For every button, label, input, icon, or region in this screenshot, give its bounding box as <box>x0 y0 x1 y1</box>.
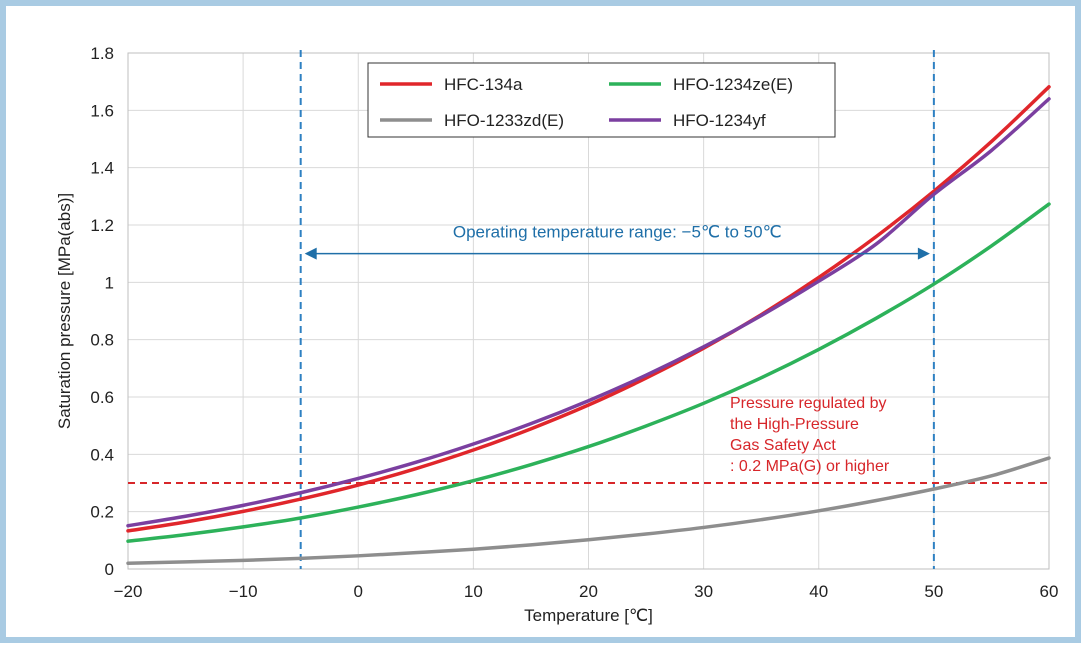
x-axis-title: Temperature [℃] <box>524 606 653 625</box>
y-tick-label: 0.6 <box>90 388 114 407</box>
series-line-hfo-1234yf <box>126 97 1051 528</box>
x-tick-label: 60 <box>1040 582 1059 601</box>
y-tick-label: 1.4 <box>90 159 114 178</box>
y-tick-label: 1.8 <box>90 44 114 63</box>
y-tick-label: 0 <box>105 560 114 579</box>
range-arrow-head-left <box>304 247 317 260</box>
legend-box <box>367 62 836 138</box>
legend-label-hfo-1233zd: HFO-1233zd(E) <box>444 111 564 130</box>
x-tick-label: −10 <box>229 582 258 601</box>
x-tick-label: 40 <box>809 582 828 601</box>
legend-label-hfo-1234yf: HFO-1234yf <box>673 111 766 130</box>
x-tick-label: 50 <box>924 582 943 601</box>
y-axis-title: Saturation pressure [MPa(abs)] <box>55 193 74 429</box>
operating-range-label: Operating temperature range: −5℃ to 50℃ <box>453 223 782 242</box>
y-tick-label: 1.6 <box>90 101 114 120</box>
series-lines <box>126 85 1051 566</box>
x-tick-label: 0 <box>354 582 363 601</box>
pressure-note-line-4: : 0.2 MPa(G) or higher <box>730 458 890 475</box>
x-tick-label: 20 <box>579 582 598 601</box>
legend-label-hfc-134a: HFC-134a <box>444 75 523 94</box>
annotations: Operating temperature range: −5℃ to 50℃ … <box>304 223 930 475</box>
series-line-hfo-1234ze-e <box>126 202 1051 543</box>
x-tick-label: −20 <box>114 582 143 601</box>
range-arrow-head-right <box>917 247 930 260</box>
plot-border <box>127 52 1050 570</box>
y-tick-label: 1 <box>105 273 114 292</box>
legend-label-hfo-1234ze: HFO-1234ze(E) <box>673 75 793 94</box>
pressure-temperature-chart: −20 −10 0 10 20 30 40 50 60 0 0.2 0.4 0.6 0.8 1 1.2 1.4 1… <box>55 44 1058 625</box>
reference-lines <box>128 50 1049 569</box>
pressure-note-line-1: Pressure regulated by <box>730 395 887 412</box>
legend: HFC-134a HFO-1234ze(E) HFO-1233zd(E) HFO… <box>367 62 836 138</box>
series-line-hfo-1233zd-e <box>126 456 1051 566</box>
y-tick-label: 0.2 <box>90 503 114 522</box>
axes: −20 −10 0 10 20 30 40 50 60 0 0.2 0.4 0.6 0.8 1 1.2 1.4 1… <box>90 44 1058 601</box>
y-tick-label: 0.8 <box>90 331 114 350</box>
series-line-hfc-134a <box>126 85 1051 533</box>
y-tick-label: 1.2 <box>90 216 114 235</box>
pressure-note-line-3: Gas Safety Act <box>730 437 836 454</box>
x-tick-label: 30 <box>694 582 713 601</box>
pressure-note-line-2: the High-Pressure <box>730 416 859 433</box>
y-tick-label: 0.4 <box>90 445 114 464</box>
x-tick-label: 10 <box>464 582 483 601</box>
